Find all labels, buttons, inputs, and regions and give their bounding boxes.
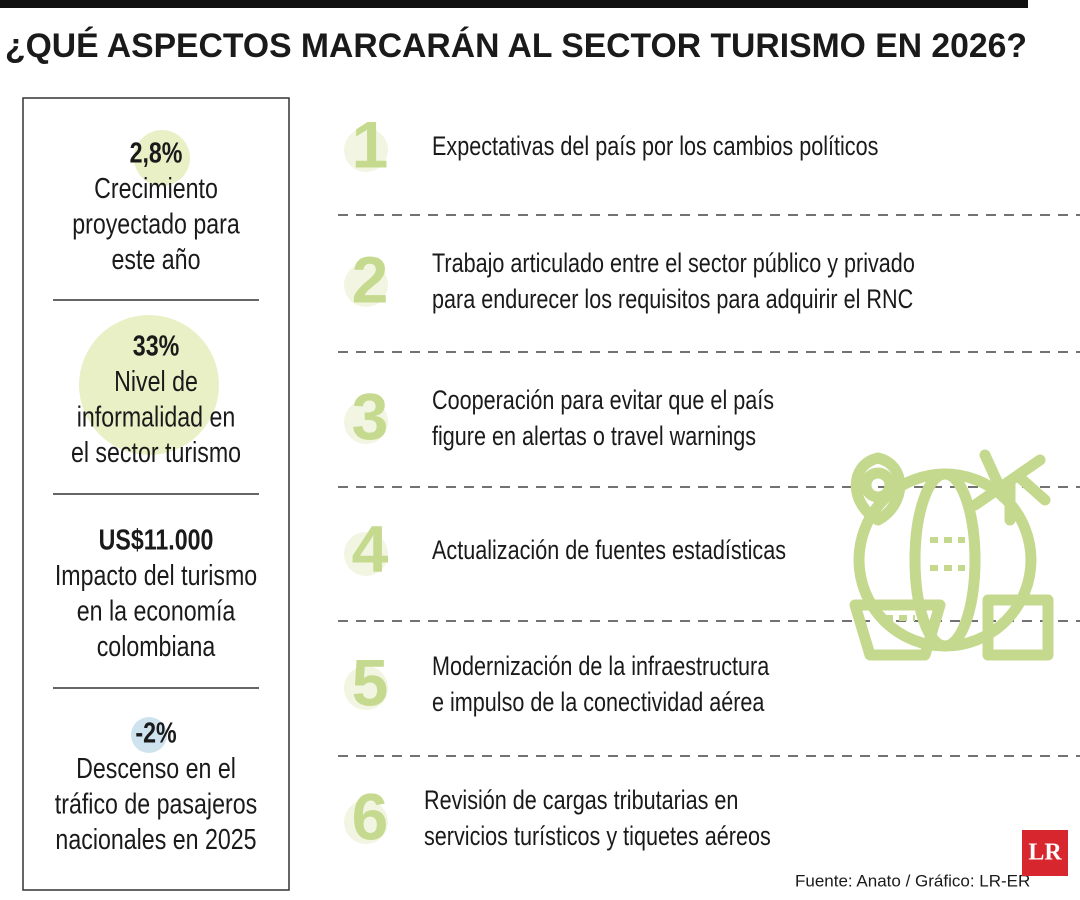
item-number: 4 <box>352 511 389 585</box>
stat-bubble <box>131 717 167 753</box>
stats-box <box>22 97 290 891</box>
item: Trabajo articulado entre el sector públi… <box>432 249 915 315</box>
item-text: servicios turísticos y tiquetes aéreos <box>424 822 771 852</box>
item: Revisión de cargas tributarias en servici… <box>424 786 771 852</box>
stat-text: nacionales en 2025 <box>55 823 256 856</box>
item-number: 5 <box>352 645 389 719</box>
item-text: Expectativas del país por los cambios po… <box>432 132 878 162</box>
source: Fuente: Anato / Gráfico: LR-ER <box>795 871 1030 890</box>
stat-text: en la economía <box>77 594 236 627</box>
number-bubble <box>344 666 388 710</box>
item: Actualización de fuentes estadísticas <box>432 536 786 566</box>
number-bubble <box>344 128 388 172</box>
stat-text: colombiana <box>97 630 216 663</box>
top-bar <box>0 0 1028 8</box>
item-text: figure en alertas o travel warnings <box>432 422 756 452</box>
stat-text: este año <box>112 243 201 276</box>
item-number: 6 <box>352 779 389 853</box>
number-bubble <box>344 532 388 576</box>
item-text: Trabajo articulado entre el sector públi… <box>432 249 915 279</box>
item: Expectativas del país por los cambios po… <box>432 132 878 162</box>
stat-text: Descenso en el <box>76 752 236 785</box>
logo-text: LR <box>1028 840 1062 866</box>
item: Modernización de la infraestructura e imp… <box>432 652 770 718</box>
logo <box>1022 830 1068 876</box>
stat-bubble <box>79 315 219 455</box>
stat-text: proyectado para <box>72 207 240 240</box>
item-text: Actualización de fuentes estadísticas <box>432 536 786 566</box>
stat-text: informalidad en <box>77 400 236 433</box>
item: Cooperación para evitar que el país figur… <box>432 386 774 452</box>
item-text: para endurecer los requisitos para adqui… <box>432 285 913 315</box>
number-bubble <box>344 800 388 844</box>
stat-text: Impacto del turismo <box>55 559 257 592</box>
stat-text: Nivel de <box>114 365 198 398</box>
stat-bubble <box>134 130 190 186</box>
item-text: e impulso de la conectividad aérea <box>432 688 765 718</box>
number-bubble <box>344 263 388 307</box>
item-text: Cooperación para evitar que el país <box>432 386 774 416</box>
stat-text: tráfico de pasajeros <box>55 787 257 820</box>
item-number: 3 <box>352 379 389 453</box>
stat-value: 2,8% <box>130 136 183 169</box>
item-text: Revisión de cargas tributarias en <box>424 786 738 816</box>
number-bubble <box>344 400 388 444</box>
stat-value: -2% <box>135 716 176 749</box>
tourism-icon <box>849 449 1054 661</box>
title: ¿QUÉ ASPECTOS MARCARÁN AL SECTOR TURISMO… <box>5 27 1027 65</box>
stat-text: Crecimiento <box>94 172 218 205</box>
item-number: 1 <box>352 107 389 181</box>
item-text: Modernización de la infraestructura <box>432 652 770 682</box>
item-number: 2 <box>352 242 389 316</box>
stat-value: 33% <box>133 329 179 362</box>
stat-value: US$11.000 <box>99 523 214 556</box>
stat-text: el sector turismo <box>71 436 241 469</box>
